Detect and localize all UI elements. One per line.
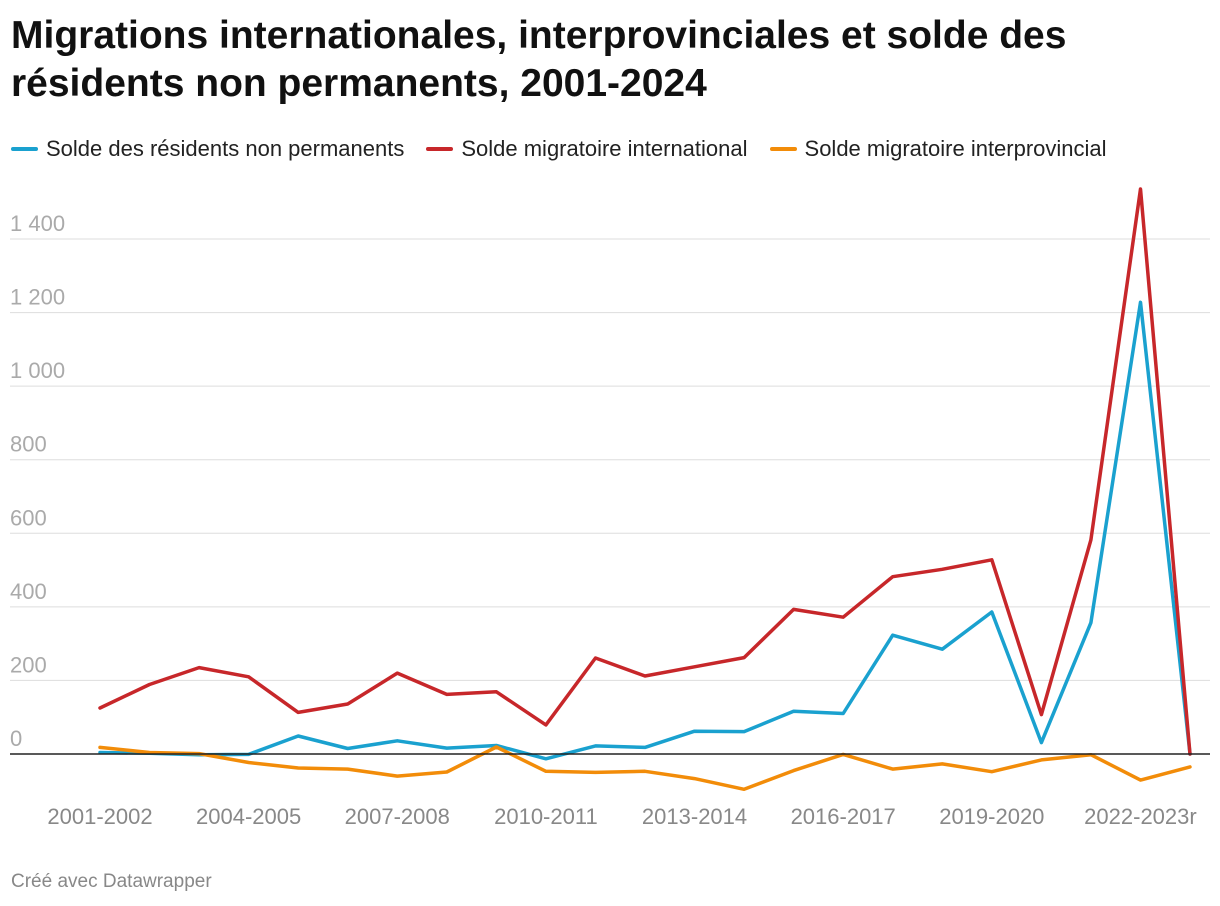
- x-tick-label: 2004-2005: [196, 804, 301, 829]
- legend-label-interprovincial: Solde migratoire interprovincial: [804, 136, 1107, 161]
- x-tick-label: 2013-2014: [642, 804, 747, 829]
- legend-swatch-interprovincial: [769, 147, 797, 151]
- chart-title: Migrations internationales, interprovinc…: [11, 14, 1067, 105]
- x-tick-label: 2007-2008: [345, 804, 450, 829]
- legend: Solde des résidents non permanents Solde…: [11, 136, 1129, 162]
- x-tick-label: 2001-2002: [47, 804, 152, 829]
- x-tick-label: 2022-2023r: [1084, 804, 1197, 829]
- series-lines: [10, 187, 1210, 792]
- y-tick-label: 400: [10, 579, 47, 604]
- y-axis-ticks: 0 200 400 600 800 1 000 1 200 1 400: [10, 211, 65, 751]
- x-tick-label: 2016-2017: [791, 804, 896, 829]
- series-line-2: [98, 187, 1192, 756]
- footer-credit: Créé avec Datawrapper: [11, 871, 212, 892]
- series-line-3: [98, 745, 1192, 792]
- x-tick-label: 2019-2020: [939, 804, 1044, 829]
- legend-label-nonpermanent: Solde des résidents non permanents: [46, 136, 405, 161]
- series-line-1: [98, 300, 1192, 761]
- gridlines: [10, 238, 1210, 681]
- legend-swatch-international: [426, 147, 454, 151]
- y-tick-label: 1 400: [10, 211, 65, 236]
- x-axis-ticks: 2001-2002 2004-2005 2007-2008 2010-2011 2013…: [47, 804, 1196, 829]
- y-tick-label: 1 200: [10, 285, 65, 310]
- y-tick-label: 600: [10, 505, 47, 530]
- y-tick-label: 800: [10, 432, 47, 457]
- y-tick-label: 1 000: [10, 358, 65, 383]
- x-tick-label: 2010-2011: [494, 804, 598, 829]
- y-tick-label: 0: [10, 726, 22, 751]
- legend-label-international: Solde migratoire international: [461, 136, 748, 161]
- legend-swatch-nonpermanent: [11, 147, 38, 151]
- legend-item-international: Solde migratoire international: [426, 136, 748, 162]
- legend-item-interprovincial: Solde migratoire interprovincial: [769, 136, 1107, 162]
- legend-item-nonpermanent: Solde des résidents non permanents: [11, 136, 404, 162]
- y-tick-label: 200: [10, 652, 47, 677]
